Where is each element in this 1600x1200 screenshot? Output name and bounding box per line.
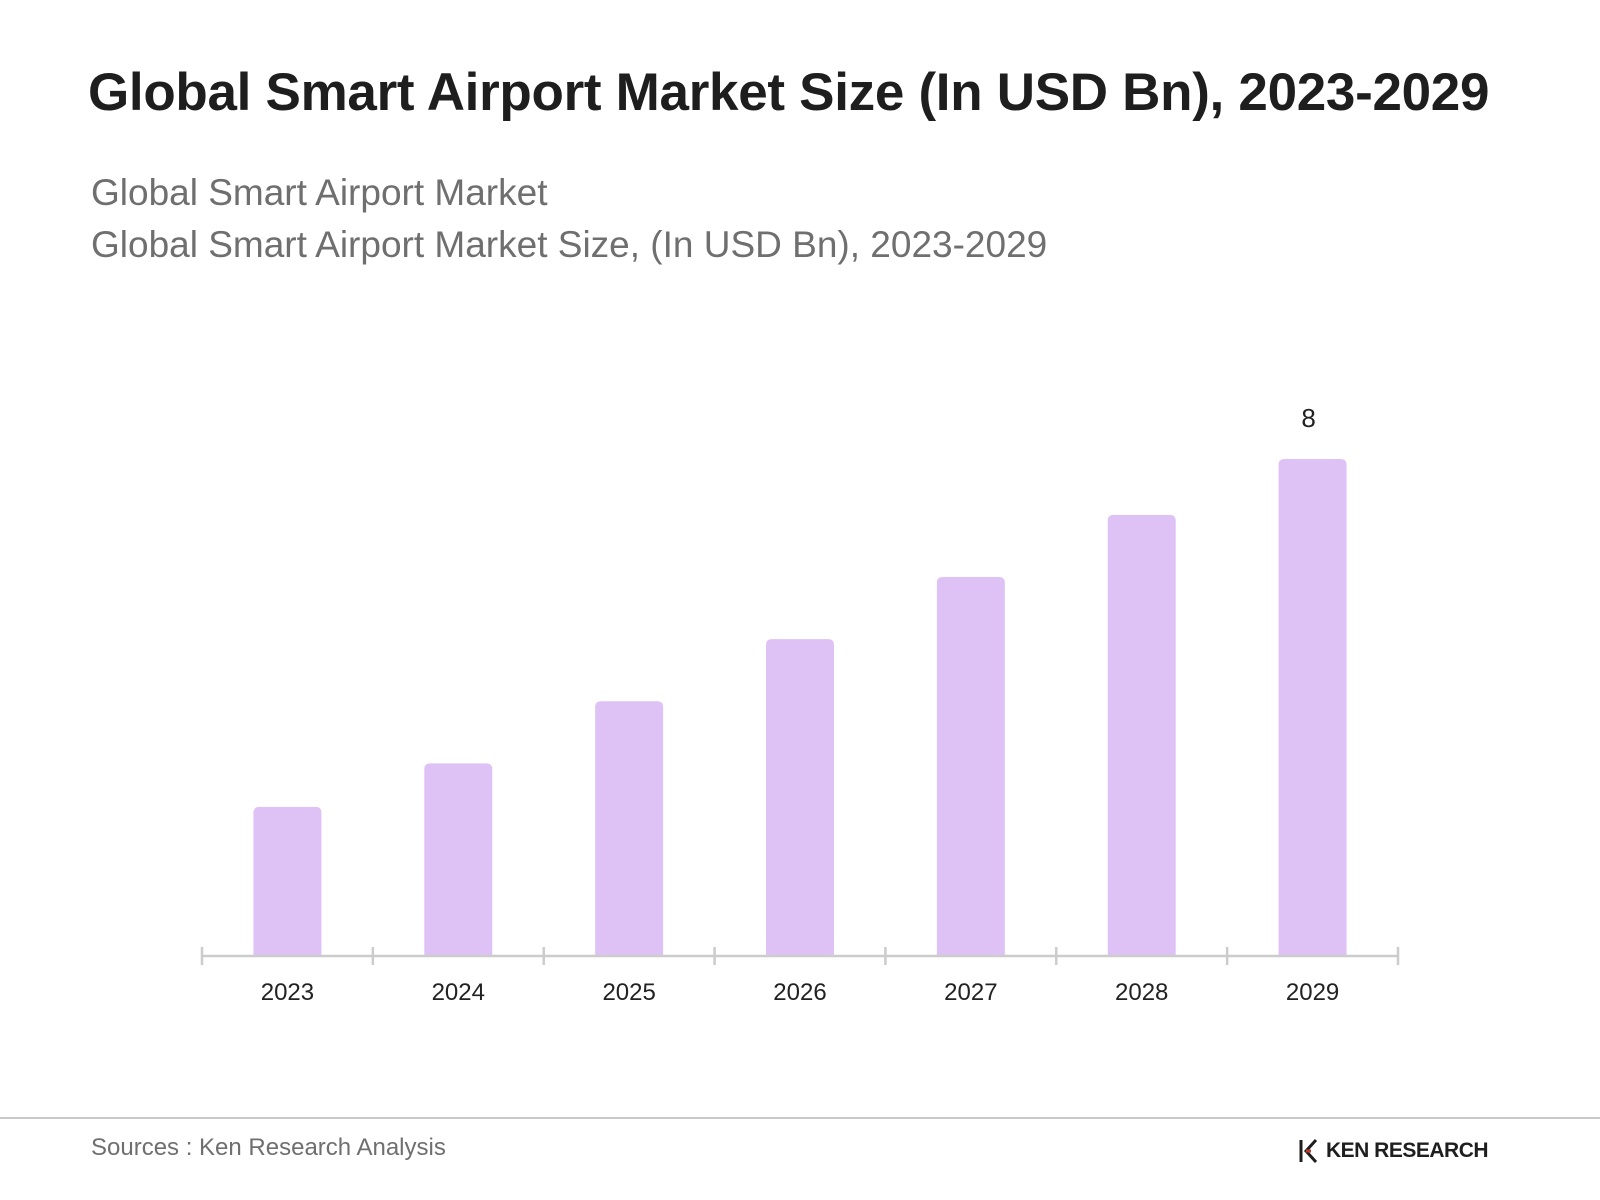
bar-2023 — [253, 806, 322, 956]
chart-subtitle: Global Smart Airport Market — [91, 172, 548, 213]
x-tick-label: 2025 — [602, 979, 655, 1006]
x-tick-label: 2024 — [432, 979, 485, 1006]
bar-2024 — [424, 763, 493, 956]
bars-group — [253, 459, 1347, 956]
bar-2025 — [595, 701, 664, 956]
bar-2028 — [1107, 514, 1176, 956]
bar-2029 — [1278, 459, 1347, 956]
x-tick-label: 2027 — [944, 979, 997, 1006]
chart-subtitle-detail: Global Smart Airport Market Size, (In US… — [91, 224, 1048, 265]
ken-research-logo: KEN RESEARCH — [1298, 1138, 1489, 1164]
x-axis: 2023 2024 2025 2026 2027 2028 2029 — [200, 947, 1400, 1006]
bar-2026 — [766, 639, 834, 956]
data-label-2029: 8 — [1301, 403, 1315, 433]
footer-divider — [0, 1117, 1600, 1119]
page-title: Global Smart Airport Market Size (In USD… — [88, 63, 1490, 122]
x-tick-label: 2028 — [1115, 979, 1168, 1006]
x-tick-label: 2029 — [1286, 979, 1339, 1006]
ken-research-logo-icon — [1299, 1138, 1318, 1164]
x-tick-label: 2023 — [261, 979, 314, 1006]
x-tick-label: 2026 — [773, 979, 826, 1006]
logo-wordmark: KEN RESEARCH — [1326, 1139, 1489, 1162]
bar-2027 — [936, 577, 1005, 956]
bar-chart: 2023 2024 2025 2026 2027 2028 2029 8 — [200, 403, 1400, 1006]
data-labels-group: 8 — [1301, 403, 1315, 433]
source-note: Sources : Ken Research Analysis — [91, 1134, 446, 1161]
